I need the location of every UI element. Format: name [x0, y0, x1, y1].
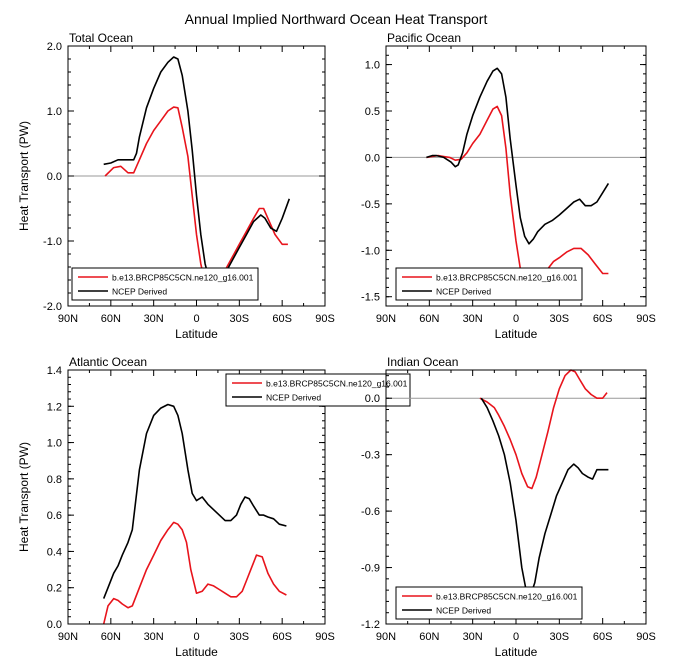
total-xlabel: Latitude: [175, 327, 218, 341]
atlantic-series-obs-line: [102, 403, 287, 599]
atlantic-legend: b.e13.BRCP85C5CN.ne120_g16.001 NCEP Deriv…: [225, 373, 411, 407]
total-legend-label-obs: NCEP Derived: [112, 287, 167, 297]
atlantic-xtick-label: 0: [193, 631, 199, 643]
atlantic-ytick-label: 0.6: [47, 510, 62, 522]
total-xtick-label: 60N: [101, 313, 121, 325]
total-series-model-line: [104, 106, 288, 293]
total-xtick-label: 30S: [230, 313, 250, 325]
atlantic-ytick-label: 0.2: [47, 583, 62, 595]
atlantic-ytick-label: 1.2: [47, 401, 62, 413]
indian-panel: 90N 60N 30N 0 30S 60S 90S -1.2 -0.9 -0.6 -0.3 0.0 In…: [361, 355, 656, 659]
atlantic-legend-label-obs: NCEP Derived: [266, 393, 321, 403]
atlantic-xtick-label: 60N: [101, 631, 121, 643]
atlantic-ytick-label: 0.8: [47, 474, 62, 486]
pacific-legend: b.e13.BRCP85C5CN.ne120_g16.001 NCEP Deriv…: [395, 267, 583, 301]
pacific-legend-box: [395, 267, 583, 301]
pacific-xtick-label: 0: [513, 313, 519, 325]
indian-ytick-label: -0.9: [361, 563, 380, 575]
indian-legend-box: [395, 586, 583, 620]
atlantic-panel: 90N 60N 30N 0 30S 60S 90S 0.0 0.2 0.4 0.6 0.8 1.0 1.2…: [17, 355, 411, 659]
indian-xtick-label: 90S: [636, 631, 656, 643]
pacific-ytick-label: 0.0: [365, 152, 380, 164]
indian-ytick-label: -0.6: [361, 506, 380, 518]
pacific-ytick-label: -0.5: [361, 199, 380, 211]
atlantic-xtick-label: 60S: [272, 631, 292, 643]
atlantic-ytick-label: 0.0: [47, 619, 62, 631]
atlantic-xtick-label: 30S: [230, 631, 250, 643]
indian-xtick-label: 60N: [419, 631, 439, 643]
total-ytick-label: -1.0: [43, 236, 62, 248]
pacific-ytick-label: 1.0: [365, 60, 380, 72]
indian-xlabel: Latitude: [495, 645, 538, 659]
atlantic-legend-label-model: b.e13.BRCP85C5CN.ne120_g16.001: [266, 379, 408, 389]
indian-plot-frame: [385, 369, 647, 625]
total-ylabel: Heat Transport (PW): [17, 121, 31, 231]
total-ytick-label: 1.0: [47, 106, 62, 118]
indian-legend: b.e13.BRCP85C5CN.ne120_g16.001 NCEP Deriv…: [395, 586, 583, 620]
atlantic-ylabel: Heat Transport (PW): [17, 442, 31, 552]
indian-title: Indian Ocean: [387, 355, 458, 369]
atlantic-xlabel: Latitude: [175, 645, 218, 659]
pacific-xtick-label: 90S: [636, 313, 656, 325]
panels: 90N 60N 30N 0 30S 60S 90S -2.0 -1.0 0.0 1.0 2.0 Tota…: [17, 31, 656, 659]
indian-legend-label-obs: NCEP Derived: [436, 606, 491, 616]
pacific-legend-label-obs: NCEP Derived: [436, 287, 491, 297]
pacific-ytick-label: 0.5: [365, 106, 380, 118]
total-xtick-label: 60S: [272, 313, 292, 325]
atlantic-ytick-label: 1.4: [47, 365, 62, 377]
pacific-ytick-label: -1.0: [361, 245, 380, 257]
indian-series-obs-line: [480, 397, 609, 597]
indian-xtick-label: 30N: [463, 631, 483, 643]
pacific-title: Pacific Ocean: [387, 31, 461, 45]
pacific-xtick-label: 30N: [463, 313, 483, 325]
pacific-legend-label-model: b.e13.BRCP85C5CN.ne120_g16.001: [436, 273, 578, 283]
atlantic-series-model-line: [102, 521, 287, 625]
atlantic-plot-frame: [67, 369, 326, 625]
indian-legend-label-model: b.e13.BRCP85C5CN.ne120_g16.001: [436, 592, 578, 602]
indian-xtick-label: 0: [513, 631, 519, 643]
total-ytick-label: -2.0: [43, 301, 62, 313]
indian-series-model-line: [479, 369, 608, 490]
atlantic-xtick-label: 90S: [315, 631, 335, 643]
atlantic-legend-box: [225, 373, 411, 407]
indian-ytick-label: -0.3: [361, 450, 380, 462]
indian-xtick-label: 30S: [550, 631, 570, 643]
pacific-xtick-label: 60N: [419, 313, 439, 325]
total-ytick-label: 0.0: [47, 171, 62, 183]
indian-ytick-label: -1.2: [361, 619, 380, 631]
atlantic-title: Atlantic Ocean: [69, 355, 147, 369]
total-legend: b.e13.BRCP85C5CN.ne120_g16.001 NCEP Deriv…: [71, 267, 259, 301]
total-series-obs-line: [103, 56, 291, 288]
atlantic-ytick-label: 1.0: [47, 438, 62, 450]
total-ytick-label: 2.0: [47, 41, 62, 53]
total-xtick-label: 30N: [144, 313, 164, 325]
total-panel: 90N 60N 30N 0 30S 60S 90S -2.0 -1.0 0.0 1.0 2.0 Tota…: [17, 31, 335, 341]
atlantic-ytick-label: 0.4: [47, 546, 62, 558]
total-legend-label-model: b.e13.BRCP85C5CN.ne120_g16.001: [112, 273, 254, 283]
pacific-xlabel: Latitude: [495, 327, 538, 341]
atlantic-xtick-label: 30N: [144, 631, 164, 643]
pacific-ytick-label: -1.5: [361, 292, 380, 304]
indian-xtick-label: 60S: [593, 631, 613, 643]
pacific-xtick-label: 30S: [550, 313, 570, 325]
pacific-xtick-label: 60S: [593, 313, 613, 325]
pacific-panel: 90N 60N 30N 0 30S 60S 90S -1.5 -1.0 -0.5 0.0 0.5 1.0…: [361, 31, 656, 341]
figure-title: Annual Implied Northward Ocean Heat Tran…: [185, 11, 488, 27]
atlantic-xtick-label: 90N: [58, 631, 78, 643]
total-legend-box: [71, 267, 259, 301]
pacific-series-obs-line: [426, 67, 610, 245]
pacific-xtick-label: 90N: [376, 313, 396, 325]
indian-ytick-label: 0.0: [365, 393, 380, 405]
pacific-plot-frame: [385, 45, 647, 307]
pacific-series-model-line: [426, 105, 609, 296]
indian-xtick-label: 90N: [376, 631, 396, 643]
total-xtick-label: 90S: [315, 313, 335, 325]
total-xtick-label: 0: [193, 313, 199, 325]
total-title: Total Ocean: [69, 31, 133, 45]
total-xtick-label: 90N: [58, 313, 78, 325]
